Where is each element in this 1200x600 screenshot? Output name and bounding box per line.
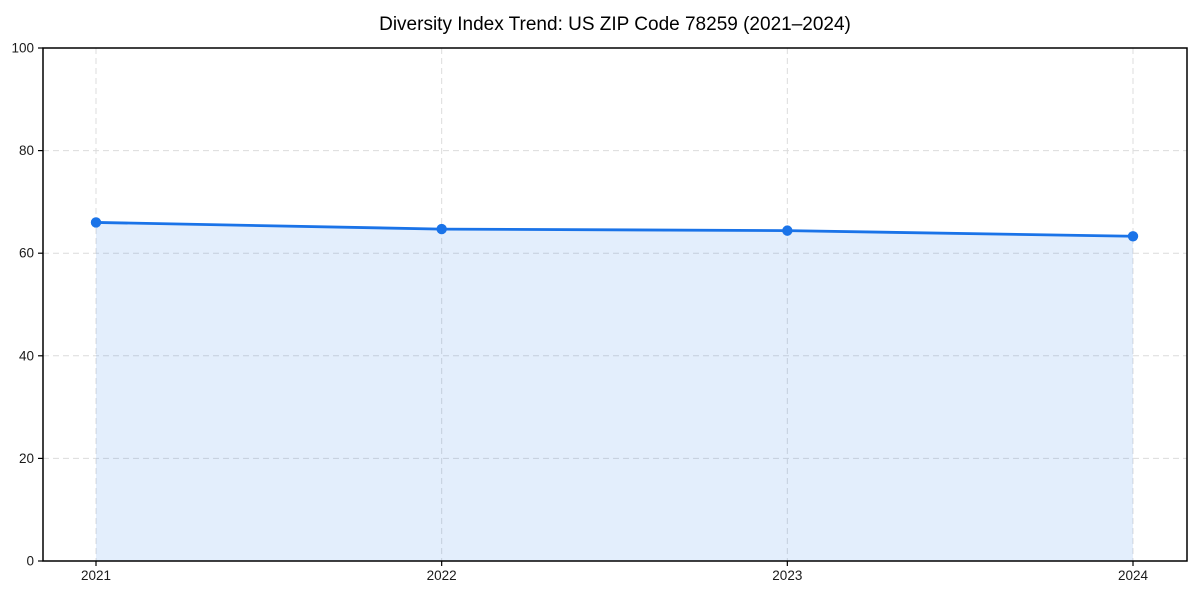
y-tick-label: 0 (26, 554, 34, 569)
data-point-markers (90, 217, 1139, 242)
x-tick-label: 2022 (427, 568, 457, 583)
y-axis-ticks: 0 20 40 60 80 100 (11, 41, 43, 569)
data-point (782, 225, 793, 236)
area-fill (96, 222, 1133, 562)
trend-line (94, 221, 1135, 238)
x-axis-ticks: 2021 2022 2023 2024 (81, 561, 1149, 583)
y-tick-label: 80 (19, 143, 34, 158)
area-fill-shape (96, 222, 1133, 562)
plot-border (42, 47, 1188, 562)
y-tick-label: 40 (19, 348, 34, 363)
data-point (90, 217, 102, 228)
chart-title: Diversity Index Trend: US ZIP Code 78259… (379, 14, 851, 35)
x-tick-label: 2023 (772, 568, 802, 583)
series-line (94, 221, 1135, 238)
y-tick-label: 100 (11, 41, 34, 56)
data-point (436, 223, 447, 235)
data-point (1127, 231, 1139, 242)
x-tick-label: 2024 (1118, 568, 1149, 583)
y-tick-label: 60 (19, 246, 34, 261)
x-tick-label: 2021 (81, 568, 111, 583)
y-tick-label: 20 (19, 451, 34, 466)
